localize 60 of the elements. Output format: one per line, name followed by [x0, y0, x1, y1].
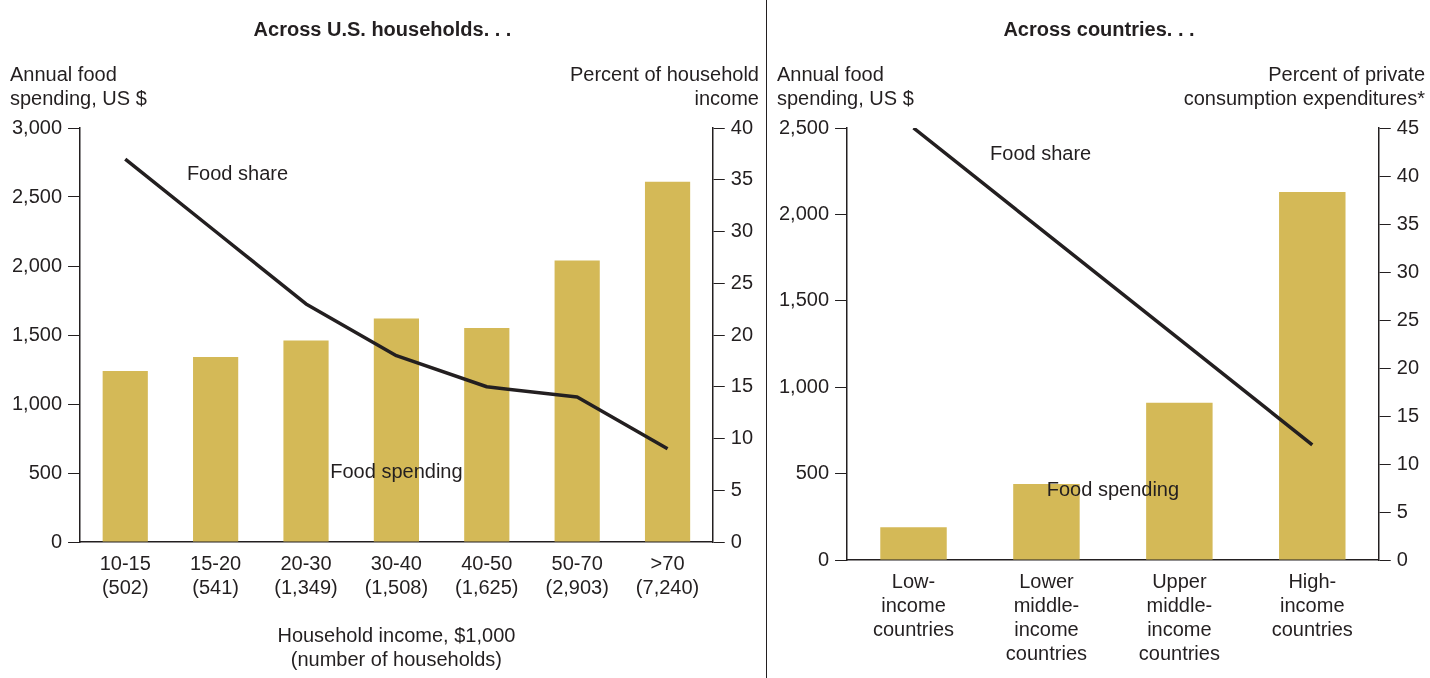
- y-tick-label: 1,000: [778, 374, 830, 397]
- y-tick-label: 1,000: [11, 391, 63, 414]
- series-label: Food share: [186, 161, 289, 184]
- x-axis-title: Household income, $1,000 (number of households): [277, 623, 516, 670]
- y2-tick-label: 25: [730, 270, 753, 293]
- series-label: Food share: [990, 142, 1092, 165]
- x-tick-label: 15-20 (541): [190, 551, 242, 598]
- y2-tick-label: 30: [730, 219, 753, 242]
- y-tick-label: 1,500: [778, 288, 830, 311]
- y-tick-label: 2,500: [11, 184, 63, 207]
- bar: [193, 357, 239, 542]
- bar: [283, 340, 329, 542]
- y-tick-label: 2,000: [11, 253, 63, 276]
- y2-tick-label: 10: [1396, 451, 1419, 474]
- y2-tick-label: 20: [730, 322, 753, 345]
- bar: [102, 370, 148, 542]
- x-tick-label: 30-40 (1,508): [364, 551, 429, 598]
- chart-title: Across U.S. households. . .: [252, 18, 513, 41]
- y-tick-label: 0: [50, 529, 63, 552]
- chart-title: Across countries. . .: [1002, 18, 1196, 41]
- y2-tick-label: 5: [1396, 499, 1408, 522]
- bar: [880, 527, 947, 560]
- y2-axis-title: Percent of household income: [569, 62, 759, 110]
- bar: [554, 260, 600, 542]
- y2-tick-label: 40: [1396, 163, 1419, 186]
- y2-tick-label: 0: [1396, 547, 1408, 570]
- y-axis-title: Annual food spending, US $: [10, 62, 147, 110]
- y-tick-label: 2,000: [778, 201, 830, 224]
- x-tick-label: 50-70 (2,903): [545, 551, 609, 598]
- bar: [644, 181, 691, 542]
- x-tick-label: High- income countries: [1271, 569, 1353, 640]
- y2-axis-title: Percent of private consumption expenditures*: [1183, 62, 1425, 110]
- y-tick-label: 1,500: [11, 322, 63, 345]
- y2-tick-label: 35: [730, 167, 753, 190]
- y2-tick-label: 30: [1396, 259, 1419, 282]
- x-tick-label: >70 (7,240): [635, 551, 700, 598]
- y2-tick-label: 20: [1396, 355, 1419, 378]
- y2-tick-label: 5: [730, 477, 742, 500]
- y2-tick-label: 15: [730, 374, 753, 397]
- y2-tick-label: 35: [1396, 211, 1419, 234]
- y2-tick-label: 45: [1396, 115, 1419, 138]
- x-tick-label: Low- income countries: [872, 569, 955, 640]
- y2-tick-label: 40: [730, 115, 753, 138]
- y2-tick-label: 15: [1396, 403, 1419, 426]
- bar: [1279, 191, 1346, 560]
- y2-tick-label: 10: [730, 426, 753, 449]
- x-tick-label: 20-30 (1,349): [274, 551, 338, 598]
- x-tick-label: Upper middle- income countries: [1138, 569, 1220, 664]
- y2-tick-label: 25: [1396, 307, 1419, 330]
- x-tick-label: 10-15 (502): [99, 551, 151, 598]
- y-tick-label: 0: [817, 547, 830, 570]
- x-tick-label: 40-50 (1,625): [455, 551, 519, 598]
- y2-tick-label: 0: [730, 529, 742, 552]
- y-axis-title: Annual food spending, US $: [777, 62, 914, 110]
- y-tick-label: 500: [795, 461, 830, 484]
- y-tick-label: 3,000: [11, 115, 63, 138]
- y-tick-label: 500: [28, 460, 63, 483]
- y-tick-label: 2,500: [778, 115, 830, 138]
- x-tick-label: Lower middle- income countries: [1005, 569, 1088, 664]
- bar: [464, 328, 510, 542]
